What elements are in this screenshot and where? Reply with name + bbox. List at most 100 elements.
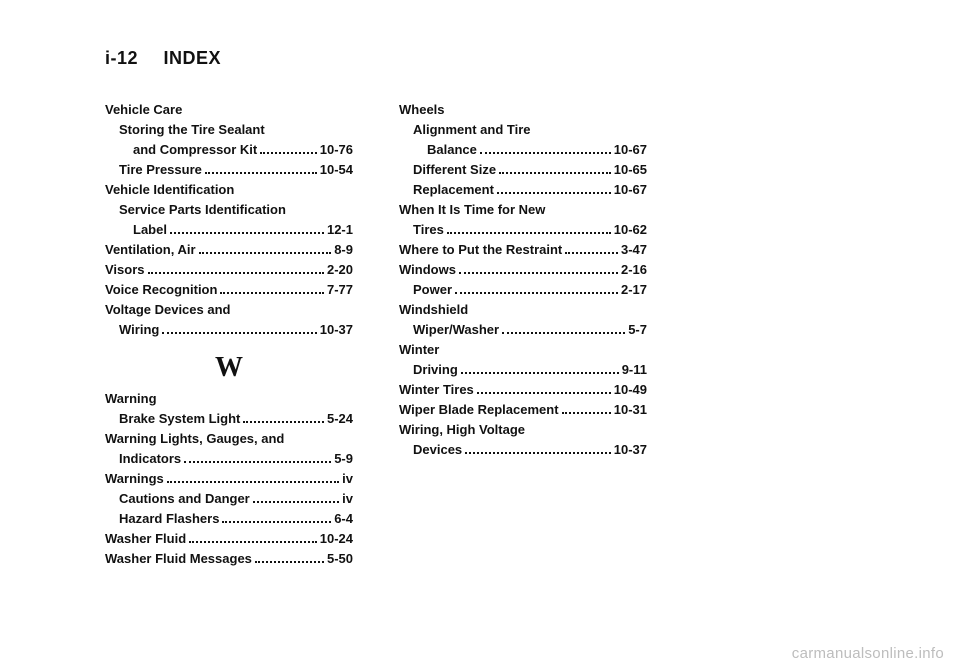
index-entry-label: Devices [413,443,462,457]
leader-dots [255,555,324,563]
page-title: INDEX [164,48,222,68]
index-entry: Warnings iv [105,472,353,486]
index-entry-label: Winter Tires [399,383,474,397]
watermark: carmanualsonline.info [792,645,944,662]
index-entry: Tire Pressure10-54 [105,163,353,177]
leader-dots [480,146,611,154]
index-entry: Voice Recognition7-77 [105,283,353,297]
index-entry: Tires 10-62 [399,223,647,237]
index-entry-label: Windows [399,263,456,277]
index-entry: Replacement 10-67 [399,183,647,197]
index-entry: Service Parts Identification [105,203,353,217]
leader-dots [199,246,332,254]
leader-dots [461,366,619,374]
index-entry-page: 10-67 [614,143,647,157]
index-entry-label: Vehicle Care [105,103,182,117]
column-1: Vehicle CareStoring the Tire Sealantand … [105,103,353,572]
index-entry: Vehicle Identification [105,183,353,197]
leader-dots [477,386,611,394]
index-entry-label: Cautions and Danger [119,492,250,506]
index-entry-label: Replacement [413,183,494,197]
index-entry-label: Warning Lights, Gauges, and [105,432,284,446]
index-entry-label: Ventilation, Air [105,243,196,257]
index-entry-label: Warnings [105,472,164,486]
leader-dots [237,186,350,194]
index-entry-label: Hazard Flashers [119,512,219,526]
index-entry: Washer Fluid10-24 [105,532,353,546]
index-entry-page: 2-17 [621,283,647,297]
leader-dots [268,126,350,134]
leader-dots [220,286,324,294]
index-entry-label: Where to Put the Restraint [399,243,562,257]
leader-dots [459,266,618,274]
index-entry: Balance 10-67 [399,143,647,157]
index-entry-label: Brake System Light [119,412,240,426]
column-2: WheelsAlignment and TireBalance10-67Diff… [399,103,647,572]
leader-dots [233,306,350,314]
index-entry-page: 10-37 [614,443,647,457]
index-entry: Voltage Devices and [105,303,353,317]
leader-dots [497,186,611,194]
index-entry-page: 12-1 [327,223,353,237]
index-entry-page: iv [342,492,353,506]
leader-dots [502,326,625,334]
leader-dots [260,146,317,154]
leader-dots [289,206,350,214]
index-entry: Where to Put the Restraint3-47 [399,243,647,257]
index-entry-page: 5-24 [327,412,353,426]
index-entry-page: 6-4 [334,512,353,526]
index-entry: Washer Fluid Messages5-50 [105,552,353,566]
leader-dots [562,406,611,414]
index-entry: Visors2-20 [105,263,353,277]
index-entry: Wiring 10-37 [105,323,353,337]
index-entry: Windshield [399,303,647,317]
manual-index-page: i-12 INDEX Vehicle Care Storing the Tire … [0,0,960,672]
index-entry-label: Voice Recognition [105,283,217,297]
index-entry-label: Wiring [119,323,159,337]
index-entry-page: 10-54 [320,163,353,177]
index-entry: When It Is Time for New [399,203,647,217]
index-entry-page: 10-37 [320,323,353,337]
leader-dots [465,446,611,454]
index-entry-label: Different Size [413,163,496,177]
index-entry: Ventilation, Air8-9 [105,243,353,257]
index-entry-label: Windshield [399,303,468,317]
index-entry: Wiper Blade Replacement10-31 [399,403,647,417]
page-number: i-12 [105,48,138,68]
index-entry: Winter Tires 10-49 [399,383,647,397]
index-entry-page: 10-67 [614,183,647,197]
index-entry: Driving 9-11 [399,363,647,377]
index-entry-label: Tires [413,223,444,237]
index-entry: Brake System Light 5-24 [105,412,353,426]
index-entry-label: Balance [427,143,477,157]
index-entry-label: Indicators [119,452,181,466]
index-entry-label: Wiring, High Voltage [399,423,525,437]
index-entry: Power2-17 [399,283,647,297]
index-entry: Windows2-16 [399,263,647,277]
leader-dots [222,515,331,523]
index-entry-page: 10-76 [320,143,353,157]
index-entry-page: 10-62 [614,223,647,237]
leader-dots [442,346,644,354]
leader-dots [243,415,324,423]
leader-dots [189,535,317,543]
index-entry: Wiring, High Voltage [399,423,647,437]
index-entry: Hazard Flashers 6-4 [105,512,353,526]
index-entry-page: iv [342,472,353,486]
leader-dots [184,455,331,463]
index-entry-page: 10-49 [614,383,647,397]
leader-dots [167,475,339,483]
section-letter-w: W [105,353,353,382]
index-entry-page: 5-9 [334,452,353,466]
index-entry-page: 10-65 [614,163,647,177]
index-entry-label: Washer Fluid Messages [105,552,252,566]
leader-dots [455,286,618,294]
index-entry: Vehicle Care [105,103,353,117]
index-entry-label: Driving [413,363,458,377]
index-entry: Storing the Tire Sealant [105,123,353,137]
index-entry-label: Voltage Devices and [105,303,230,317]
index-entry-page: 9-11 [622,363,647,377]
index-entry-label: Winter [399,343,439,357]
index-entry-page: 5-7 [628,323,647,337]
index-entry-label: Label [133,223,167,237]
